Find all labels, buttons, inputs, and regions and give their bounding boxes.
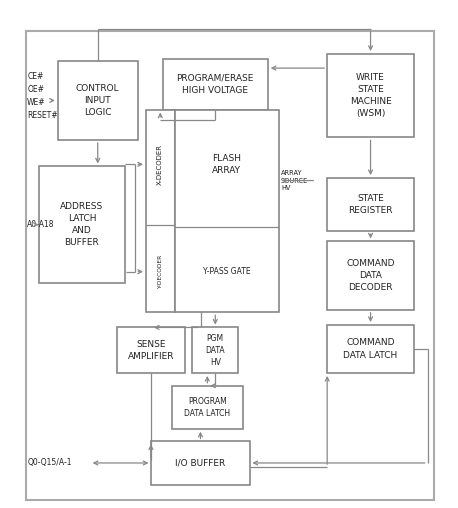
Text: COMMAND
DATA LATCH: COMMAND DATA LATCH [344,338,398,360]
Text: STATE
REGISTER: STATE REGISTER [348,194,393,215]
Text: CE#
OE#
WE#
RESET#: CE# OE# WE# RESET# [27,72,58,120]
FancyBboxPatch shape [117,328,185,373]
Text: SENSE
AMPLIFIER: SENSE AMPLIFIER [128,340,174,361]
FancyBboxPatch shape [327,241,414,310]
FancyBboxPatch shape [174,110,279,312]
Text: Y-DECODER: Y-DECODER [158,255,163,289]
Text: PGM
DATA
HV: PGM DATA HV [206,334,225,367]
FancyBboxPatch shape [146,110,174,312]
FancyBboxPatch shape [327,54,414,138]
Text: COMMAND
DATA
DECODER: COMMAND DATA DECODER [346,259,395,292]
Text: FLASH
ARRAY: FLASH ARRAY [212,154,241,175]
Text: WRITE
STATE
MACHINE
(WSM): WRITE STATE MACHINE (WSM) [349,73,392,118]
FancyBboxPatch shape [38,166,125,283]
FancyBboxPatch shape [58,61,138,140]
Text: PROGRAM
DATA LATCH: PROGRAM DATA LATCH [184,397,230,418]
Text: X-DECODER: X-DECODER [157,144,164,185]
Text: ARRAY
SOURCE
HV: ARRAY SOURCE HV [281,170,308,191]
Text: PROGRAM/ERASE
HIGH VOLTAGE: PROGRAM/ERASE HIGH VOLTAGE [177,74,254,95]
Text: A0-A18: A0-A18 [27,220,55,229]
FancyBboxPatch shape [327,325,414,373]
FancyBboxPatch shape [172,386,243,429]
Text: ADDRESS
LATCH
AND
BUFFER: ADDRESS LATCH AND BUFFER [60,202,104,247]
FancyBboxPatch shape [163,59,268,110]
Text: Y-PASS GATE: Y-PASS GATE [203,267,251,276]
Text: CONTROL
INPUT
LOGIC: CONTROL INPUT LOGIC [76,84,120,117]
Text: I/O BUFFER: I/O BUFFER [175,459,226,467]
Text: Q0-Q15/A-1: Q0-Q15/A-1 [27,459,72,467]
FancyBboxPatch shape [152,441,250,485]
FancyBboxPatch shape [327,178,414,231]
FancyBboxPatch shape [192,328,238,373]
